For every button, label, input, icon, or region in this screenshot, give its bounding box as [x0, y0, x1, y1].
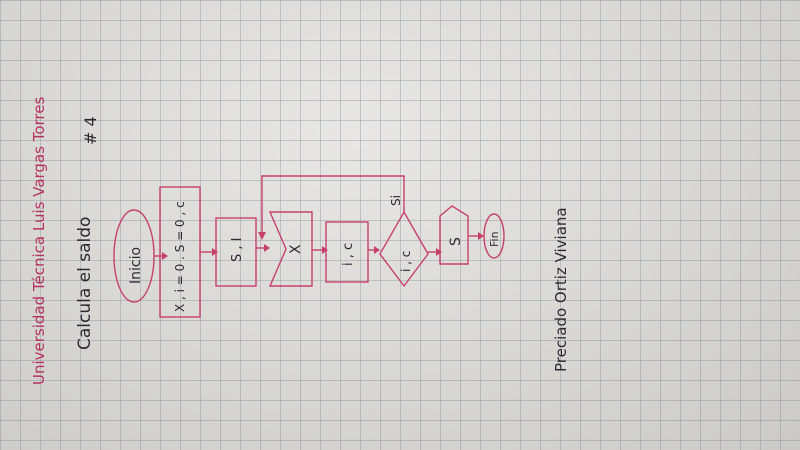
arrow-4 — [322, 246, 328, 254]
arrow-6 — [436, 248, 442, 256]
arrow-2 — [212, 248, 218, 256]
arrow-7 — [478, 232, 484, 240]
input-shape — [268, 211, 313, 287]
input-label: X — [288, 244, 304, 254]
init-label: X , i = 0 . S = 0 , c — [173, 201, 187, 312]
end-label: Fin — [488, 231, 501, 247]
process-box-1 — [215, 217, 257, 287]
decision-label: i , c — [399, 251, 413, 272]
loop-arrow — [258, 232, 266, 240]
process-box-2-label: i , c — [341, 243, 356, 266]
start-label: Inicio — [128, 247, 144, 284]
arrow-1 — [162, 252, 168, 260]
end-terminal — [483, 213, 505, 259]
output-shape — [439, 205, 469, 265]
university-heading: Universidad Técnica Luis Vargas Torres — [30, 97, 48, 385]
page-title: Calcula el saldo — [75, 217, 95, 350]
loop-back-connector — [261, 175, 405, 236]
yes-label: Si — [389, 195, 403, 206]
arrow-5 — [374, 246, 380, 254]
author-name: Preciado Ortiz Viviana — [552, 207, 570, 372]
exercise-number: # 4 — [81, 116, 100, 145]
arrow-3 — [264, 244, 270, 252]
decision-diamond — [379, 210, 429, 288]
process-box-1-label: S , I — [230, 238, 245, 262]
output-label: S — [448, 237, 464, 246]
process-box-2 — [325, 221, 369, 283]
